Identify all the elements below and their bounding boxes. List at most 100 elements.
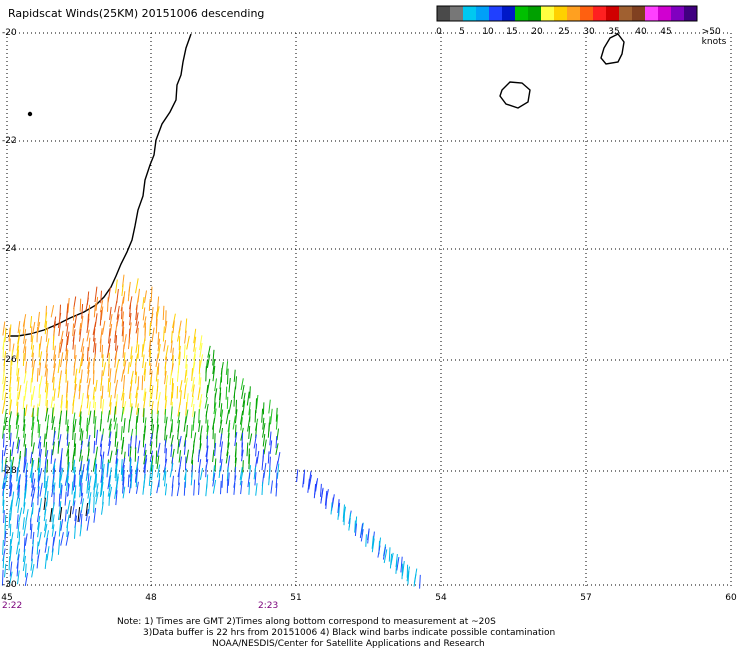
scale-color-segment bbox=[632, 6, 646, 21]
scale-color-segment bbox=[619, 6, 633, 21]
wind-barb bbox=[234, 409, 238, 424]
wind-barb bbox=[205, 483, 208, 497]
wind-barb bbox=[15, 492, 20, 507]
wind-barb bbox=[17, 321, 21, 334]
wind-barb bbox=[30, 558, 33, 571]
wind-barb bbox=[50, 396, 54, 409]
wind-barb bbox=[87, 357, 91, 369]
wind-barb bbox=[151, 424, 155, 440]
wind-barb bbox=[37, 515, 41, 530]
wind-barb bbox=[122, 486, 126, 499]
wind-barb bbox=[388, 547, 391, 562]
wind-barb bbox=[120, 426, 123, 441]
wind-barb bbox=[60, 532, 64, 546]
time-label: 2:22 bbox=[2, 601, 23, 611]
wind-barb bbox=[22, 419, 26, 432]
wind-barb bbox=[107, 410, 111, 423]
wind-barb bbox=[80, 498, 84, 513]
wind-barb bbox=[177, 328, 181, 342]
wind-barb bbox=[45, 327, 49, 342]
wind-barb bbox=[114, 386, 117, 399]
wind-barb bbox=[113, 417, 118, 430]
wind-barb bbox=[135, 304, 138, 321]
wind-barb bbox=[308, 474, 312, 490]
wind-barb bbox=[85, 468, 90, 482]
wind-barb bbox=[9, 545, 13, 562]
lon-label: 60 bbox=[725, 593, 737, 603]
wind-barb bbox=[60, 484, 63, 499]
wind-barb bbox=[109, 306, 112, 320]
wind-barb bbox=[74, 474, 76, 488]
wind-barb bbox=[143, 425, 147, 441]
wind-barb bbox=[184, 369, 187, 383]
wind-barb bbox=[38, 441, 42, 457]
wind-barb bbox=[9, 338, 11, 352]
wind-barb bbox=[3, 510, 5, 524]
wind-barb bbox=[150, 455, 154, 471]
wind-barb bbox=[127, 337, 131, 350]
wind-barb bbox=[100, 290, 102, 304]
wind-barb bbox=[10, 459, 12, 473]
wind-barb bbox=[23, 370, 27, 384]
wind-barb bbox=[2, 371, 5, 385]
wind-barb bbox=[199, 335, 203, 350]
wind-barb bbox=[66, 433, 69, 446]
wind-barb bbox=[16, 436, 20, 449]
wind-barb bbox=[45, 441, 48, 457]
wind-barb bbox=[30, 394, 33, 407]
wind-barb bbox=[31, 368, 34, 383]
wind-barb bbox=[135, 278, 139, 294]
wind-barb bbox=[149, 433, 153, 446]
wind-barb bbox=[78, 461, 83, 475]
wind-barb bbox=[9, 499, 13, 513]
wind-barb bbox=[204, 397, 208, 409]
wind-barb bbox=[129, 469, 133, 482]
wind-barb bbox=[100, 443, 103, 457]
wind-barb bbox=[79, 485, 82, 498]
wind-barb bbox=[109, 314, 113, 327]
lon-label: 48 bbox=[145, 593, 157, 603]
wind-barb bbox=[183, 344, 186, 359]
wind-barb bbox=[2, 425, 5, 439]
wind-barb bbox=[95, 296, 99, 311]
wind-barb bbox=[233, 394, 235, 407]
wind-barb bbox=[72, 491, 76, 506]
wind-barb bbox=[240, 378, 244, 391]
wind-barb bbox=[38, 423, 41, 438]
wind-barb bbox=[101, 385, 104, 399]
wind-barb bbox=[121, 369, 125, 382]
wind-barb bbox=[137, 376, 140, 390]
wind-barb bbox=[122, 476, 125, 490]
wind-barb bbox=[143, 449, 147, 465]
wind-barb bbox=[198, 360, 201, 375]
wind-barb bbox=[234, 466, 237, 481]
wind-barb bbox=[31, 546, 34, 562]
wind-barb bbox=[43, 508, 47, 522]
wind-barb bbox=[135, 340, 139, 353]
wind-barb bbox=[23, 329, 27, 344]
wind-barb bbox=[109, 394, 112, 407]
wind-barb bbox=[51, 548, 54, 562]
wind-barb bbox=[156, 464, 161, 478]
wind-barb bbox=[24, 483, 28, 499]
wind-barb bbox=[179, 380, 183, 393]
wind-barb bbox=[186, 424, 188, 438]
wind-barb bbox=[275, 443, 279, 455]
wind-barb bbox=[170, 340, 173, 353]
wind-barb bbox=[170, 330, 173, 344]
wind-barb bbox=[115, 401, 117, 415]
wind-barb bbox=[24, 361, 28, 374]
wind-barb bbox=[241, 449, 244, 462]
wind-barb bbox=[143, 458, 148, 473]
wind-barb bbox=[137, 344, 140, 359]
wind-barb bbox=[261, 455, 264, 471]
wind-barb bbox=[170, 391, 173, 406]
wind-barb bbox=[214, 378, 217, 392]
wind-barb bbox=[9, 504, 13, 521]
wind-barb bbox=[165, 448, 167, 463]
wind-barb bbox=[73, 433, 76, 448]
wind-barb bbox=[64, 491, 67, 506]
wind-barb bbox=[129, 406, 133, 422]
wind-barb bbox=[142, 297, 145, 310]
wind-barb bbox=[162, 467, 167, 481]
